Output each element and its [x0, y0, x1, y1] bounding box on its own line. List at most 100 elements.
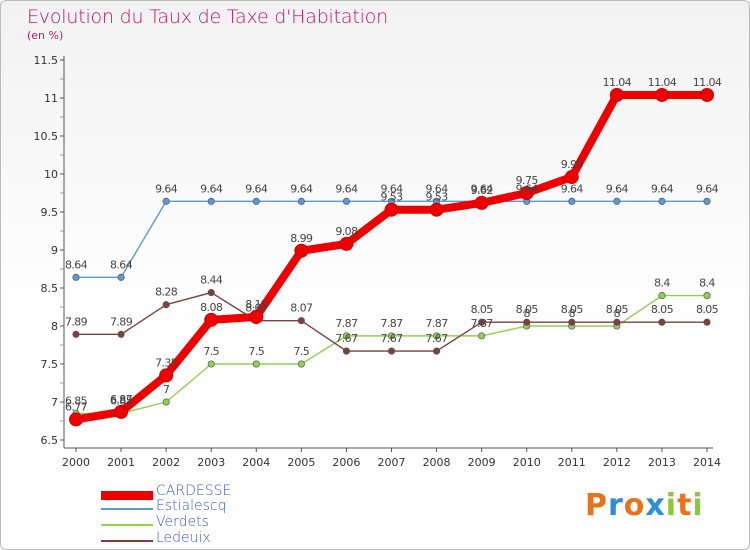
y-tick-label: 10	[44, 168, 58, 181]
y-tick-label: 7.5	[41, 358, 59, 371]
y-tick-label: 9	[51, 244, 58, 257]
data-point-verdets	[297, 360, 305, 368]
logo-letter: t	[677, 488, 693, 523]
data-label-cardesse: 8.99	[290, 232, 313, 245]
data-label-cardesse: 8.08	[200, 301, 223, 314]
data-label-verdets: 7.5	[203, 345, 219, 358]
data-point-verdets	[387, 332, 396, 340]
data-label-verdets: 6.85	[110, 394, 133, 407]
data-point-cardesse	[519, 186, 534, 200]
x-tick-label: 2011	[558, 456, 586, 469]
legend-label-cardesse: CARDESSE	[156, 483, 232, 499]
data-label-estialescq: 9.64	[516, 182, 539, 195]
data-point-estialescq	[613, 197, 621, 205]
data-point-estialescq	[297, 197, 305, 205]
data-label-estialescq: 9.64	[471, 182, 494, 195]
data-point-ledeuix	[658, 318, 666, 326]
data-point-cardesse	[384, 202, 399, 217]
data-point-verdets	[162, 398, 170, 406]
data-label-ledeuix: 7.67	[335, 332, 358, 345]
data-label-estialescq: 9.64	[426, 182, 449, 195]
data-label-verdets: 6.85	[65, 394, 88, 407]
data-point-verdets	[252, 360, 260, 368]
data-label-estialescq: 9.64	[561, 182, 584, 195]
data-point-estialescq	[207, 197, 215, 205]
proxiti-logo: Proxiti	[585, 488, 704, 523]
legend-swatch-estialescq	[101, 508, 153, 510]
data-label-ledeuix: 8.07	[245, 302, 268, 315]
data-label-ledeuix: 8.28	[155, 286, 178, 299]
data-point-estialescq	[162, 197, 170, 205]
data-point-cardesse	[564, 170, 579, 185]
data-label-ledeuix: 8.05	[696, 303, 719, 316]
x-tick-label: 2001	[107, 456, 135, 469]
data-label-verdets: 7.87	[471, 317, 494, 330]
x-tick-label: 2003	[197, 456, 225, 469]
data-label-cardesse: 9.08	[335, 225, 358, 238]
data-label-cardesse: 9.53	[426, 191, 449, 204]
x-tick-label: 2008	[423, 456, 451, 469]
data-label-cardesse: 11.04	[603, 76, 632, 89]
data-label-verdets: 8.4	[699, 277, 715, 290]
legend-label-verdets: Verdets	[156, 514, 209, 530]
y-tick-label: 11.5	[34, 54, 59, 67]
data-label-verdets: 8	[614, 307, 621, 320]
data-label-ledeuix: 8.05	[471, 303, 494, 316]
chart-title: Evolution du Taux de Taxe d'Habitation	[27, 6, 388, 28]
data-label-verdets: 7.87	[335, 317, 358, 330]
y-tick-label: 9.5	[41, 206, 59, 219]
data-point-verdets	[478, 332, 486, 340]
data-point-verdets	[703, 292, 711, 300]
data-label-cardesse: 9.62	[471, 184, 493, 197]
data-label-verdets: 8	[524, 307, 531, 320]
data-point-cardesse	[69, 412, 83, 427]
data-label-cardesse: 11.04	[693, 76, 722, 89]
data-point-cardesse	[294, 243, 309, 258]
logo-letter: i	[665, 488, 678, 523]
data-point-ledeuix	[568, 318, 576, 326]
logo-letter: x	[645, 488, 666, 523]
data-label-estialescq: 8.64	[110, 258, 133, 271]
y-tick-label: 10.5	[34, 130, 59, 143]
data-label-estialescq: 9.64	[606, 182, 629, 195]
data-label-cardesse: 9.96	[561, 158, 584, 171]
data-point-ledeuix	[117, 330, 125, 338]
x-tick-label: 2009	[468, 456, 496, 469]
data-label-verdets: 7.87	[426, 317, 449, 330]
data-point-cardesse	[114, 404, 129, 419]
data-label-verdets: 7.5	[294, 345, 310, 358]
data-label-estialescq: 9.64	[200, 182, 223, 195]
data-point-ledeuix	[478, 318, 486, 326]
data-point-cardesse	[429, 202, 444, 217]
legend-swatch-cardesse	[101, 491, 153, 500]
data-point-ledeuix	[433, 347, 441, 355]
x-tick-label: 2012	[603, 456, 631, 469]
legend-item-cardesse: CARDESSE	[101, 483, 301, 501]
data-point-estialescq	[252, 197, 260, 205]
data-point-cardesse	[609, 87, 624, 102]
data-label-estialescq: 9.64	[651, 182, 674, 195]
data-label-ledeuix: 8.05	[516, 303, 539, 316]
data-label-ledeuix: 8.05	[561, 303, 584, 316]
data-label-cardesse: 11.04	[648, 76, 677, 89]
data-point-ledeuix	[523, 318, 531, 326]
data-point-ledeuix	[72, 330, 80, 338]
legend-label-ledeuix: Ledeuix	[156, 530, 211, 546]
data-point-ledeuix	[162, 301, 170, 309]
data-point-verdets	[207, 360, 215, 368]
data-label-ledeuix: 7.89	[110, 315, 133, 328]
data-label-estialescq: 9.64	[245, 182, 268, 195]
data-point-ledeuix	[342, 347, 350, 355]
y-tick-label: 8.5	[41, 282, 59, 295]
data-label-estialescq: 9.64	[155, 182, 178, 195]
data-label-cardesse: 6.77	[65, 400, 88, 413]
data-point-estialescq	[703, 197, 711, 205]
x-tick-label: 2010	[513, 456, 541, 469]
data-label-ledeuix: 7.67	[426, 332, 449, 345]
data-point-cardesse	[474, 195, 489, 210]
legend-swatch-verdets	[101, 524, 153, 526]
x-tick-label: 2002	[152, 456, 180, 469]
data-label-verdets: 8	[569, 307, 576, 320]
chart-subtitle: (en %)	[27, 29, 64, 42]
logo-letter: o	[623, 488, 646, 523]
